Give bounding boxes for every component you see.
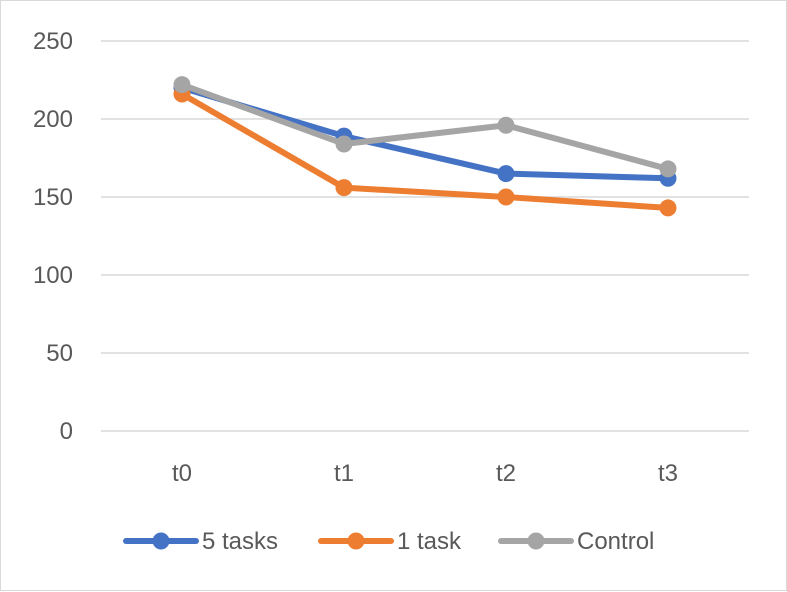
series-1-task: [173, 85, 677, 217]
series-line: [179, 81, 671, 172]
data-point: [659, 199, 677, 217]
y-axis-ticks: 0 50 100 150 200 250: [33, 28, 73, 445]
x-tick-label: t2: [496, 460, 516, 487]
legend-item: Control: [498, 528, 654, 555]
data-point: [173, 76, 191, 94]
series-group: [173, 76, 677, 217]
series-line: [179, 91, 671, 211]
data-point: [335, 179, 353, 197]
data-point: [497, 188, 515, 206]
x-tick-label: t1: [334, 460, 354, 487]
legend-label: Control: [577, 528, 654, 555]
y-tick-label: 100: [33, 262, 73, 289]
data-point: [497, 116, 515, 134]
y-tick-label: 150: [33, 184, 73, 211]
x-tick-label: t3: [658, 460, 678, 487]
legend-item: 1 task: [318, 528, 462, 555]
legend-swatch-marker: [347, 532, 365, 550]
x-tick-label: t0: [172, 460, 192, 487]
data-point: [497, 165, 515, 183]
legend-swatch-marker: [527, 532, 545, 550]
gridlines: [101, 40, 749, 432]
legend-label: 1 task: [397, 528, 462, 555]
legend: 5 tasks 1 task Control: [123, 528, 654, 555]
data-point: [335, 135, 353, 153]
x-axis-ticks: t0 t1 t2 t3: [172, 460, 678, 487]
y-tick-label: 0: [60, 418, 73, 445]
y-tick-label: 200: [33, 106, 73, 133]
legend-swatch-marker: [152, 532, 170, 550]
y-tick-label: 50: [46, 340, 73, 367]
series-control: [173, 76, 677, 178]
legend-item: 5 tasks: [123, 528, 278, 555]
y-tick-label: 250: [33, 28, 73, 55]
data-point: [659, 160, 677, 178]
legend-label: 5 tasks: [202, 528, 278, 555]
